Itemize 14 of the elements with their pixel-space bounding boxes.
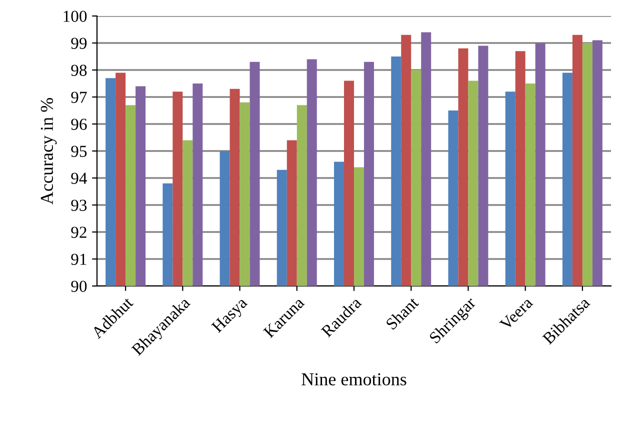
y-tick-label: 99 [71, 38, 87, 49]
y-tick-label: 92 [71, 226, 86, 238]
y-tick-label: 97 [71, 92, 87, 103]
y-axis-title: Accuracy in % [40, 98, 57, 204]
x-tick-label: Veera [499, 296, 534, 331]
y-tick-label: 96 [71, 118, 87, 130]
y-tick-label: 95 [71, 146, 87, 157]
y-tick-label: 93 [71, 200, 87, 211]
y-tick-label: 98 [71, 64, 87, 76]
y-tick-label: 100 [64, 10, 87, 22]
x-axis-title: Nine emotions [302, 373, 406, 386]
y-tick-label: 90 [71, 280, 87, 292]
y-tick-label: 91 [71, 254, 86, 265]
y-tick-label: 94 [71, 172, 88, 184]
